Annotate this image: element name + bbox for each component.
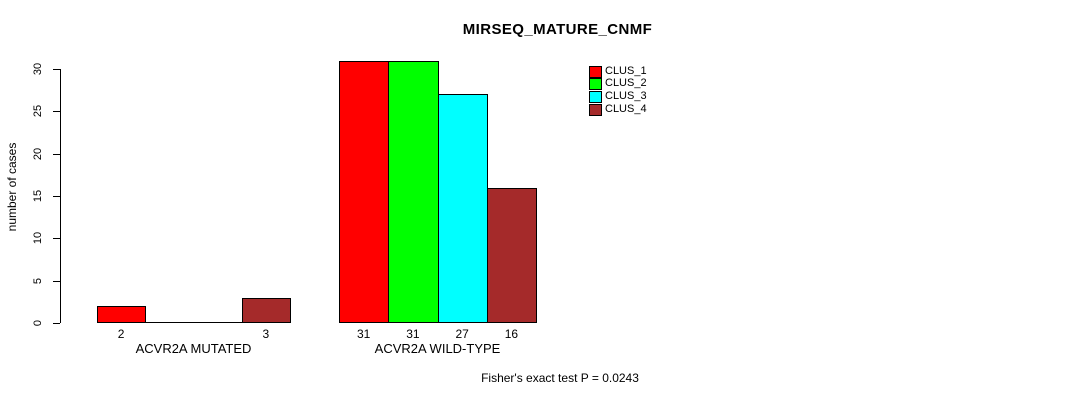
legend-swatch-clus_1 xyxy=(589,65,602,78)
group-label: ACVR2A WILD-TYPE xyxy=(374,341,501,356)
legend-label-clus_1: CLUS_1 xyxy=(605,64,647,77)
footnote-text: Fisher's exact test P = 0.0243 xyxy=(481,371,639,385)
bar-value-label: 31 xyxy=(356,327,371,341)
y-tick-mark xyxy=(53,111,60,113)
legend-swatch-clus_4 xyxy=(589,104,602,117)
legend-swatch-clus_2 xyxy=(589,78,602,91)
bar-clus_4 xyxy=(241,298,291,323)
y-tick-mark xyxy=(53,195,60,197)
group-label: ACVR2A MUTATED xyxy=(135,341,252,356)
bar-clus_1 xyxy=(97,306,147,323)
y-tick-label: 0 xyxy=(32,319,44,327)
y-tick-label: 25 xyxy=(32,105,44,118)
y-tick-mark xyxy=(53,153,60,155)
legend-label-clus_4: CLUS_4 xyxy=(605,103,647,116)
legend-label-clus_3: CLUS_3 xyxy=(605,90,647,103)
bar-value-label: 3 xyxy=(262,327,270,341)
legend-label-clus_2: CLUS_2 xyxy=(605,77,647,90)
legend-swatch-clus_3 xyxy=(589,91,602,104)
y-tick-label: 10 xyxy=(32,232,44,245)
y-axis-label: number of cases xyxy=(5,142,19,232)
y-tick-label: 15 xyxy=(32,189,44,203)
bar-value-label: 31 xyxy=(406,327,420,341)
bar-clus_3 xyxy=(437,94,488,323)
y-tick-mark xyxy=(53,280,60,282)
bar-value-label: 2 xyxy=(117,327,125,341)
y-axis-line xyxy=(60,69,61,323)
bar-clus_2 xyxy=(388,61,439,323)
bar-clus_1 xyxy=(339,61,390,323)
chart-title: MIRSEQ_MATURE_CNMF xyxy=(462,21,653,38)
y-tick-label: 5 xyxy=(32,277,44,284)
bar-clus_4 xyxy=(486,188,537,323)
bar-value-label: 27 xyxy=(455,327,469,341)
y-tick-label: 20 xyxy=(32,147,44,160)
y-tick-mark xyxy=(53,68,60,70)
y-tick-label: 30 xyxy=(32,62,44,76)
bar-clus_2-zero xyxy=(145,322,195,323)
bar-clus_3-zero xyxy=(193,322,243,323)
y-tick-mark xyxy=(53,238,60,240)
y-tick-mark xyxy=(53,323,60,324)
bar-value-label: 16 xyxy=(504,327,519,341)
